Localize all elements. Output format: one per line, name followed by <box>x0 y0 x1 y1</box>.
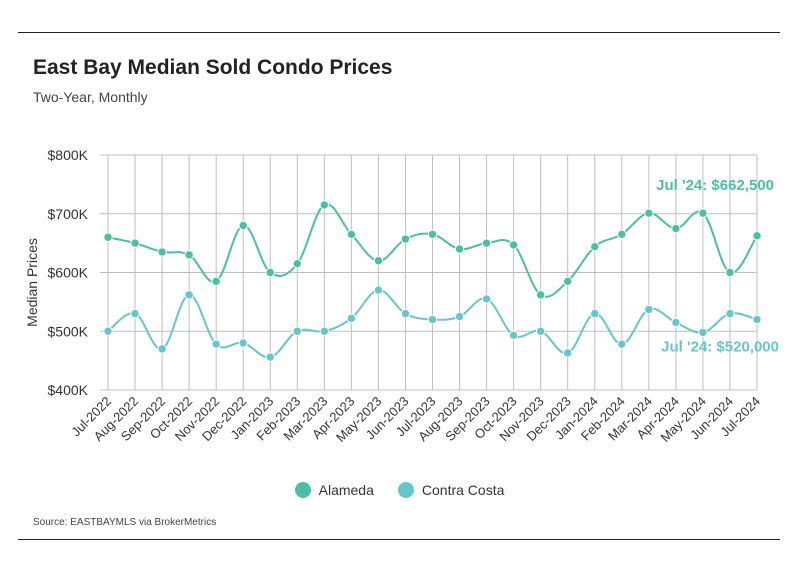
data-point-alameda <box>644 208 654 218</box>
data-point-contra-costa <box>130 308 140 319</box>
data-point-contra-costa <box>535 326 546 336</box>
data-point-contra-costa <box>427 314 438 325</box>
data-point-contra-costa <box>617 339 627 349</box>
data-point-contra-costa <box>346 313 357 324</box>
bottom-rule <box>18 539 780 540</box>
data-point-alameda <box>400 234 411 244</box>
data-point-contra-costa <box>373 285 384 295</box>
data-point-alameda <box>346 229 357 240</box>
legend-label-alameda: Alameda <box>318 482 374 498</box>
data-point-contra-costa <box>454 311 465 322</box>
data-point-alameda <box>563 276 573 287</box>
data-point-contra-costa <box>400 308 411 319</box>
data-point-contra-costa <box>671 317 681 328</box>
data-point-contra-costa <box>319 326 330 336</box>
data-point-alameda <box>508 240 519 250</box>
data-point-contra-costa <box>184 290 194 300</box>
data-point-contra-costa <box>265 352 275 362</box>
data-point-contra-costa <box>157 344 167 354</box>
data-point-contra-costa <box>725 308 735 319</box>
legend-swatch-alameda <box>294 482 311 498</box>
data-point-contra-costa <box>752 314 762 325</box>
data-point-alameda <box>698 208 708 218</box>
annotation-contra-costa: Jul '24: $520,000 <box>661 339 779 356</box>
legend-item-contra-costa[interactable]: Contra Costa <box>397 482 505 498</box>
data-point-contra-costa <box>698 327 708 338</box>
data-point-contra-costa <box>103 326 113 336</box>
legend-item-alameda[interactable]: Alameda <box>294 482 374 498</box>
data-point-alameda <box>535 290 546 300</box>
data-point-alameda <box>238 220 248 231</box>
data-point-alameda <box>211 276 221 287</box>
y-tick-label: $500K <box>48 323 89 339</box>
data-point-alameda <box>454 244 465 254</box>
y-tick-label: $600K <box>48 265 89 281</box>
data-point-alameda <box>103 232 113 242</box>
top-rule <box>18 32 780 33</box>
data-point-alameda <box>319 200 330 210</box>
data-point-alameda <box>427 229 438 240</box>
y-tick-label: $800K <box>48 147 89 163</box>
data-point-contra-costa <box>563 348 573 358</box>
data-point-alameda <box>671 223 681 234</box>
legend: Alameda Contra Costa <box>0 482 799 498</box>
y-axis-title: Median Prices <box>24 238 40 327</box>
chart-title: East Bay Median Sold Condo Prices <box>33 56 393 79</box>
data-point-alameda <box>157 247 167 257</box>
data-point-alameda <box>130 238 140 248</box>
data-point-contra-costa <box>644 304 654 315</box>
data-point-alameda <box>292 258 302 269</box>
data-point-alameda <box>590 241 600 252</box>
data-point-contra-costa <box>508 330 519 341</box>
data-point-alameda <box>373 256 384 266</box>
chart-subtitle: Two-Year, Monthly <box>33 89 148 105</box>
source-note: Source: EASTBAYMLS via BrokerMetrics <box>33 517 217 528</box>
data-point-alameda <box>265 267 275 278</box>
y-tick-label: $400K <box>48 382 89 398</box>
data-point-contra-costa <box>481 294 492 304</box>
data-point-alameda <box>725 267 735 278</box>
legend-swatch-contra-costa <box>397 482 414 498</box>
data-point-contra-costa <box>238 338 248 348</box>
data-point-alameda <box>752 231 762 241</box>
data-point-alameda <box>481 238 492 248</box>
annotation-alameda: Jul '24: $662,500 <box>656 177 774 194</box>
data-point-alameda <box>184 250 194 260</box>
data-point-contra-costa <box>590 308 600 319</box>
legend-label-contra-costa: Contra Costa <box>421 482 505 498</box>
data-point-contra-costa <box>211 339 221 349</box>
data-point-alameda <box>617 229 627 240</box>
data-point-contra-costa <box>292 326 302 336</box>
y-tick-label: $700K <box>48 206 89 222</box>
